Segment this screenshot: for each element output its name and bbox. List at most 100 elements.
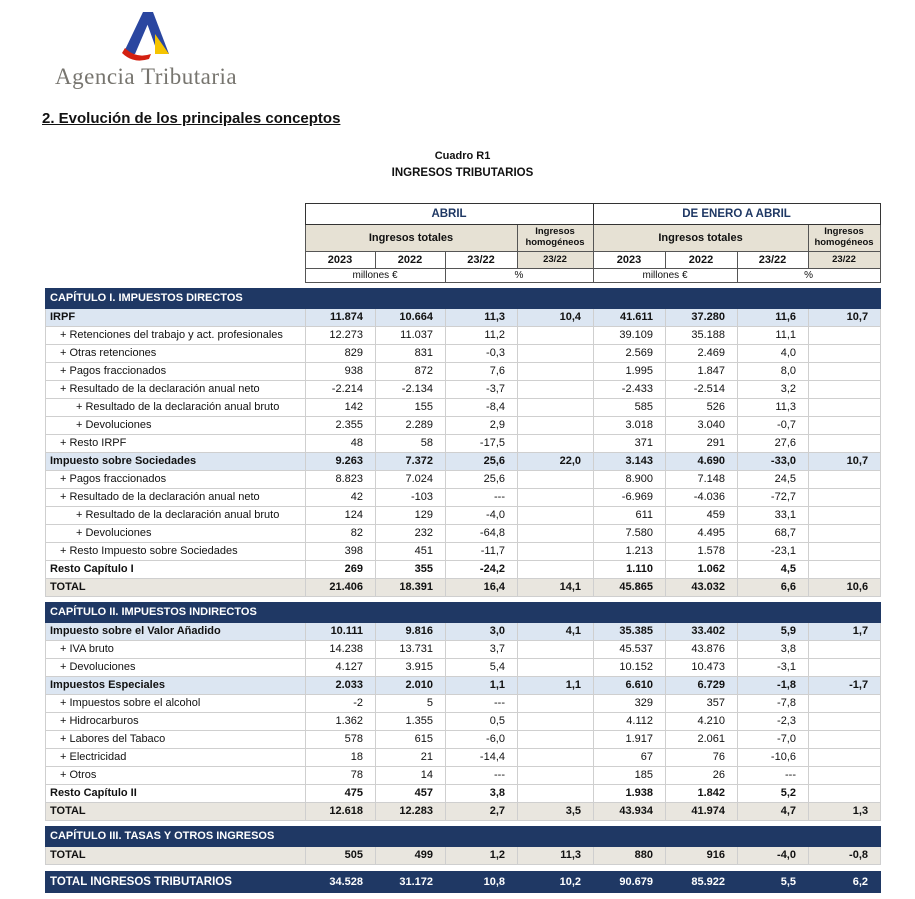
row-label: TOTAL — [45, 801, 306, 821]
cell-value: 67 — [593, 747, 666, 767]
row-label: IRPF — [45, 307, 306, 327]
cell-value: 6.610 — [593, 675, 666, 695]
table-header: ABRIL DE ENERO A ABRIL Ingresos totales … — [45, 203, 881, 283]
row-label: Resto Capítulo II — [45, 783, 306, 803]
cell-value: 4.495 — [665, 523, 738, 543]
cell-value — [807, 397, 882, 417]
header-spacer — [45, 251, 305, 269]
cell-value: 10.664 — [375, 307, 446, 327]
col-2023: 2023 — [592, 250, 666, 269]
cell-value: 12.618 — [305, 801, 376, 821]
cell-value: 1.578 — [665, 541, 738, 561]
cell-value: 24,5 — [737, 469, 809, 489]
cell-value: 2.469 — [665, 343, 738, 363]
cell-value: 11,3 — [737, 397, 809, 417]
section-header-row: CAPÍTULO III. TASAS Y OTROS INGRESOS — [44, 825, 882, 847]
column-group-abril: ABRIL — [304, 203, 594, 225]
cell-value: 18 — [305, 747, 376, 767]
cell-value: 21.406 — [305, 577, 376, 597]
cell-value: 1.842 — [665, 783, 738, 803]
cell-value: 831 — [375, 343, 446, 363]
cell-value: --- — [445, 693, 518, 713]
cell-value: 33.402 — [665, 621, 738, 641]
cell-value: 1.355 — [375, 711, 446, 731]
agencia-tributaria-logo — [122, 12, 169, 61]
cell-value: 27,6 — [737, 433, 809, 453]
cell-value: 10.152 — [593, 657, 666, 677]
col-ratio-homogeneos: 23/22 — [807, 250, 881, 269]
cell-value: 475 — [305, 783, 376, 803]
cell-value: 21 — [375, 747, 446, 767]
cell-value: 41.974 — [665, 801, 738, 821]
cell-value: 13.731 — [375, 639, 446, 659]
row-label: TOTAL — [45, 845, 306, 865]
row-label: + Resultado de la declaración anual neto — [45, 379, 306, 399]
cell-value — [517, 657, 594, 677]
cell-value: 41.611 — [593, 307, 666, 327]
cell-value: -1,8 — [737, 675, 809, 695]
cell-value: 7.580 — [593, 523, 666, 543]
cell-value: 329 — [593, 693, 666, 713]
cell-value: 35.188 — [665, 325, 738, 345]
cell-value — [517, 541, 594, 561]
row-label: + Labores del Tabaco — [45, 729, 306, 749]
cell-value: -2.514 — [665, 379, 738, 399]
table-section: CAPÍTULO III. TASAS Y OTROS INGRESOS TOTA… — [44, 825, 882, 865]
subgroup-ingresos-homogeneos: Ingresos homogéneos — [516, 224, 594, 252]
table-row: + Resto IRPF 48 58 -17,5 371 291 27,6 — [45, 433, 882, 453]
row-label: + Otras retenciones — [45, 343, 306, 363]
cell-value — [517, 415, 594, 435]
table-title-cuadro: Cuadro R1 — [434, 150, 491, 162]
cell-value: 1,1 — [445, 675, 518, 695]
cell-value — [517, 361, 594, 381]
grand-total-row: TOTAL INGRESOS TRIBUTARIOS 34.528 31.172… — [45, 870, 881, 893]
cell-value: 11.874 — [305, 307, 376, 327]
cell-value — [517, 433, 594, 453]
cell-value: 585 — [593, 397, 666, 417]
cell-value: 33,1 — [737, 505, 809, 525]
row-label: + Devoluciones — [45, 523, 306, 543]
cell-value: 2,9 — [445, 415, 518, 435]
cell-value: 142 — [305, 397, 376, 417]
subgroup-ingresos-totales: Ingresos totales — [592, 224, 809, 252]
cell-value: 11,3 — [445, 307, 518, 327]
cell-value: -14,4 — [445, 747, 518, 767]
cell-value — [807, 693, 882, 713]
cell-value — [517, 711, 594, 731]
cell-value: 8.900 — [593, 469, 666, 489]
row-label: + Hidrocarburos — [45, 711, 306, 731]
section-header: CAPÍTULO I. IMPUESTOS DIRECTOS — [44, 287, 882, 309]
cell-value: 269 — [305, 559, 376, 579]
table-sections: CAPÍTULO I. IMPUESTOS DIRECTOS IRPF 11.874… — [44, 287, 882, 865]
cell-value: 5 — [375, 693, 446, 713]
cell-value: 34.528 — [305, 870, 376, 893]
cell-value: 14,1 — [517, 577, 594, 597]
cell-value: 129 — [375, 505, 446, 525]
cell-value: 2.033 — [305, 675, 376, 695]
cell-value: -23,1 — [737, 541, 809, 561]
cell-value: -6.969 — [593, 487, 666, 507]
cell-value: 22,0 — [517, 451, 594, 471]
cell-value: 1.213 — [593, 541, 666, 561]
cell-value: 4,1 — [517, 621, 594, 641]
cell-value: 3,0 — [445, 621, 518, 641]
cell-value: 0,5 — [445, 711, 518, 731]
cell-value — [807, 505, 882, 525]
cell-value: 48 — [305, 433, 376, 453]
unit-percent: % — [444, 267, 594, 283]
cell-value: -11,7 — [445, 541, 518, 561]
cell-value — [517, 469, 594, 489]
col-2022: 2022 — [664, 250, 738, 269]
table-row: TOTAL 21.406 18.391 16,4 14,1 45.865 43.032 6,6… — [45, 577, 882, 597]
cell-value: 26 — [665, 765, 738, 785]
cell-value: 185 — [593, 765, 666, 785]
cell-value: 78 — [305, 765, 376, 785]
cell-value: 39.109 — [593, 325, 666, 345]
cell-value — [517, 523, 594, 543]
cell-value: 1.062 — [665, 559, 738, 579]
cell-value — [517, 487, 594, 507]
cell-value: -0,7 — [737, 415, 809, 435]
header-year-row: 2023 2022 23/22 23/22 2023 2022 23/22 23… — [45, 250, 881, 269]
table-row: TOTAL 505 499 1,2 11,3 880 916 -4,0 -0,8 — [45, 845, 882, 865]
cell-value: 43.934 — [593, 801, 666, 821]
